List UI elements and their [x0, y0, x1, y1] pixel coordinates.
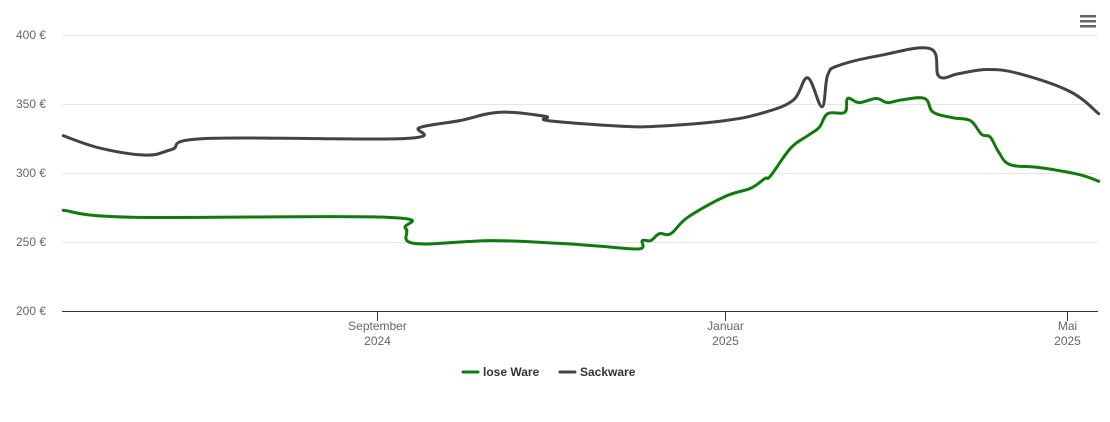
y-axis: 200 € 250 € 300 € 350 € 400 €	[16, 28, 46, 318]
menu-icon[interactable]	[1080, 15, 1096, 28]
x-tick-month: Januar	[707, 319, 744, 333]
legend-label: lose Ware	[483, 365, 540, 379]
legend-item[interactable]: Sackware	[558, 365, 636, 379]
x-tick-year: 2024	[364, 334, 391, 348]
series-line-sackware	[61, 46, 1101, 157]
y-tick-label: 250 €	[16, 235, 46, 249]
y-tick-label: 200 €	[16, 304, 46, 318]
legend-label: Sackware	[580, 365, 636, 379]
x-tick-year: 2025	[712, 334, 739, 348]
y-tick-label: 400 €	[16, 28, 46, 42]
grid-lines	[62, 35, 1098, 243]
series-line-lose-ware	[61, 96, 1101, 251]
x-tick-month: Mai	[1058, 319, 1077, 333]
y-tick-label: 300 €	[16, 166, 46, 180]
x-tick-month: September	[348, 319, 407, 333]
legend-item[interactable]: lose Ware	[461, 365, 540, 379]
series-lines	[61, 46, 1101, 251]
y-tick-label: 350 €	[16, 97, 46, 111]
x-tick-year: 2025	[1054, 334, 1081, 348]
legend: lose Ware Sackware	[461, 365, 636, 379]
